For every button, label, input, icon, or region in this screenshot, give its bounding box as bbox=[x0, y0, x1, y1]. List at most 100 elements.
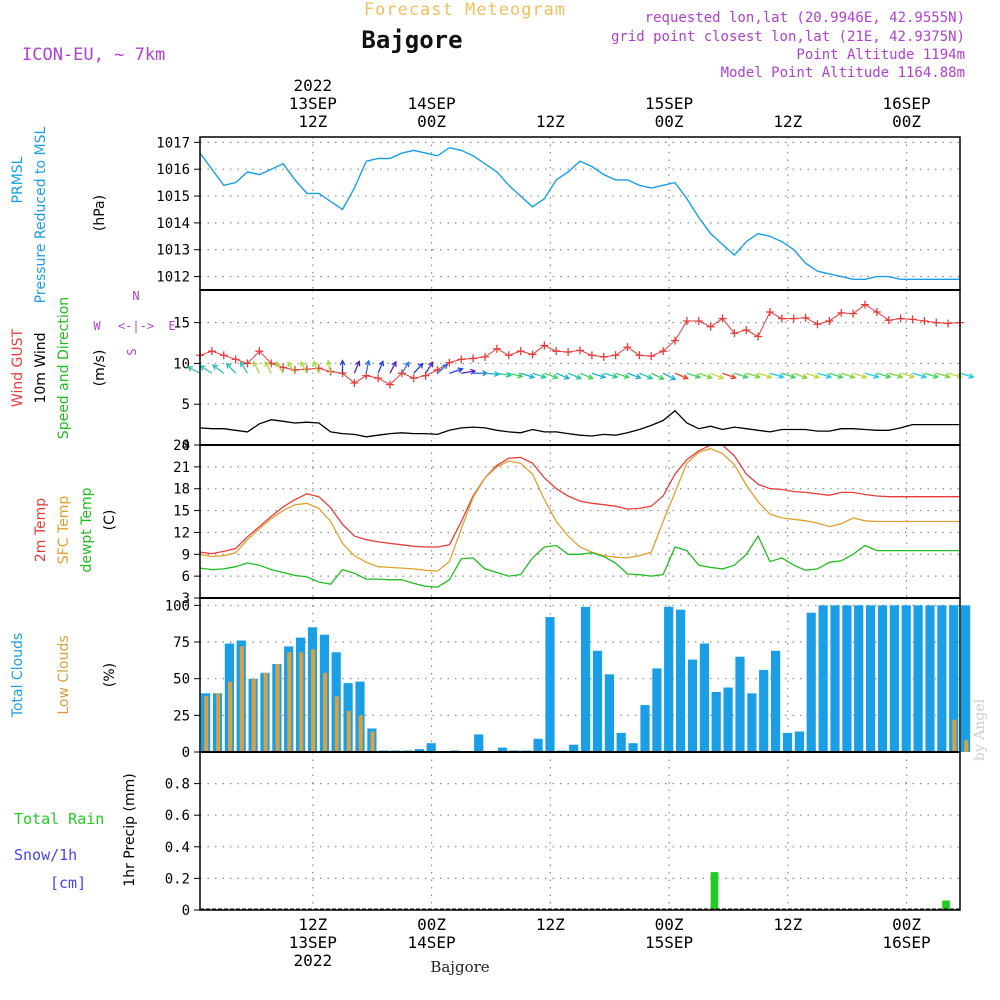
low-clouds-bar bbox=[204, 696, 209, 752]
low-clouds-bar bbox=[275, 664, 280, 752]
wind-arrow-head bbox=[968, 373, 975, 379]
gust-marker bbox=[944, 319, 953, 328]
y-tick-label: 1014 bbox=[156, 216, 190, 232]
wind-arrow bbox=[300, 361, 308, 374]
panel-clouds: 0 25 50 75 100 Total Clouds Low Clouds (%) bbox=[10, 598, 971, 761]
ylabel-unit-hpa: (hPa) bbox=[92, 195, 108, 231]
panel-pressure: 1012 1013 1014 1015 1016 1017 PRMSL Pressure Re… bbox=[10, 126, 960, 303]
total-clouds-bar bbox=[628, 743, 638, 752]
temp-2m-line bbox=[199, 444, 960, 555]
gust-marker bbox=[801, 313, 810, 322]
wind-arrow-head bbox=[944, 373, 951, 379]
y-tick-label: 15 bbox=[173, 504, 190, 520]
wind-arrow-head bbox=[417, 362, 424, 369]
gust-marker bbox=[231, 355, 240, 364]
gust-marker bbox=[587, 351, 596, 360]
y-tick-label: 5 bbox=[182, 397, 190, 413]
bottom-time-label: 00Z bbox=[655, 915, 684, 934]
ylabel-dewpt-temp: dewpt Temp bbox=[79, 487, 95, 572]
wind-arrow-head bbox=[287, 361, 293, 368]
ylabel-wind-gust: Wind GUST bbox=[10, 328, 26, 407]
ylabel-unit-mm: 1hr Precip (mm) bbox=[122, 773, 138, 886]
top-time-label: 13SEP bbox=[289, 94, 337, 113]
gust-marker bbox=[243, 359, 252, 368]
gust-marker bbox=[908, 315, 917, 324]
wind-arrow-head bbox=[404, 361, 410, 368]
gust-marker bbox=[825, 317, 834, 325]
wind-arrow bbox=[327, 360, 332, 374]
wind-arrow-head bbox=[575, 374, 583, 380]
wind-arrow bbox=[425, 361, 434, 374]
low-clouds-bar bbox=[311, 649, 316, 752]
gust-marker bbox=[742, 325, 751, 334]
low-clouds-bar bbox=[287, 652, 292, 752]
wind-arrow-head bbox=[706, 373, 713, 380]
gust-marker bbox=[576, 346, 584, 355]
low-clouds-bar bbox=[334, 696, 339, 752]
gust-marker bbox=[920, 317, 929, 325]
gust-marker bbox=[445, 358, 454, 367]
wind-arrow bbox=[200, 365, 213, 374]
total-clouds-bar bbox=[545, 617, 555, 752]
total-clouds-bar bbox=[664, 606, 674, 752]
wind-arrow-head bbox=[563, 374, 571, 380]
bottom-time-label: 16SEP bbox=[882, 933, 930, 952]
bottom-time-label: 12Z bbox=[536, 915, 565, 934]
wind-arrow-head bbox=[225, 362, 232, 369]
wind-arrow-head bbox=[312, 360, 319, 367]
wind-arrow-head bbox=[694, 373, 702, 380]
wind-arrow bbox=[947, 372, 962, 378]
wind-arrow-head bbox=[908, 373, 916, 379]
wind-arrow-head bbox=[599, 373, 607, 380]
ylabel-total-rain: Total Rain bbox=[14, 810, 104, 828]
wind-arrow-head bbox=[612, 373, 619, 379]
low-clouds-bar bbox=[216, 693, 221, 752]
wind-arrow-head bbox=[354, 360, 361, 367]
requested-coords: requested lon,lat (20.9946E, 42.9555N) bbox=[645, 10, 965, 26]
compass-s: S bbox=[125, 348, 139, 355]
gust-marker bbox=[635, 351, 644, 360]
ylabel-total-clouds: Total Clouds bbox=[10, 633, 26, 718]
gust-marker bbox=[694, 317, 703, 325]
gust-marker bbox=[457, 355, 466, 364]
bottom-time-label: 00Z bbox=[892, 915, 921, 934]
wind-arrow-head bbox=[742, 373, 749, 380]
pressure-line bbox=[199, 146, 960, 280]
model-label: ICON-EU, ~ 7km bbox=[22, 45, 165, 65]
wind-arrow bbox=[710, 372, 724, 380]
total-clouds-bar bbox=[604, 674, 614, 752]
gust-marker bbox=[219, 351, 228, 360]
wind-arrow-head bbox=[365, 359, 371, 366]
grid-point-coords: grid point closest lon,lat (21E, 42.9375… bbox=[611, 29, 965, 45]
y-tick-label: 0 bbox=[182, 903, 190, 919]
ylabel-2m-temp: 2m Temp bbox=[33, 498, 49, 562]
total-clouds-bar bbox=[961, 605, 971, 752]
total-clouds-bar bbox=[913, 605, 923, 752]
chart-title: Forecast Meteogram bbox=[364, 0, 566, 20]
wind-arrow-head bbox=[754, 373, 761, 379]
y-tick-label: 0 bbox=[182, 438, 190, 454]
rain-bar bbox=[710, 872, 719, 910]
wind-arrow bbox=[353, 361, 360, 374]
wind-arrow bbox=[555, 372, 570, 380]
gust-marker bbox=[374, 374, 383, 383]
gust-marker bbox=[730, 329, 739, 338]
wind-arrow-head bbox=[300, 360, 306, 367]
wind-arrow-head bbox=[789, 373, 797, 380]
y-tick-label: 12 bbox=[173, 525, 190, 541]
wind-arrow bbox=[603, 372, 618, 378]
total-clouds-bar bbox=[652, 668, 662, 752]
y-tick-label: 15 bbox=[173, 316, 190, 332]
wind-arrow-head bbox=[873, 373, 880, 379]
wind-arrow bbox=[674, 372, 688, 380]
gust-marker bbox=[397, 369, 406, 378]
total-clouds-bar bbox=[854, 605, 864, 752]
wind-arrow-head bbox=[801, 373, 808, 380]
y-tick-label: 0 bbox=[182, 745, 190, 761]
bottom-time-label: 2022 bbox=[294, 951, 333, 970]
y-tick-label: 1012 bbox=[156, 270, 190, 286]
gust-marker bbox=[872, 308, 881, 317]
y-tick-label: 1013 bbox=[156, 243, 190, 259]
ylabel-speed-direction: Speed and Direction bbox=[56, 297, 72, 439]
